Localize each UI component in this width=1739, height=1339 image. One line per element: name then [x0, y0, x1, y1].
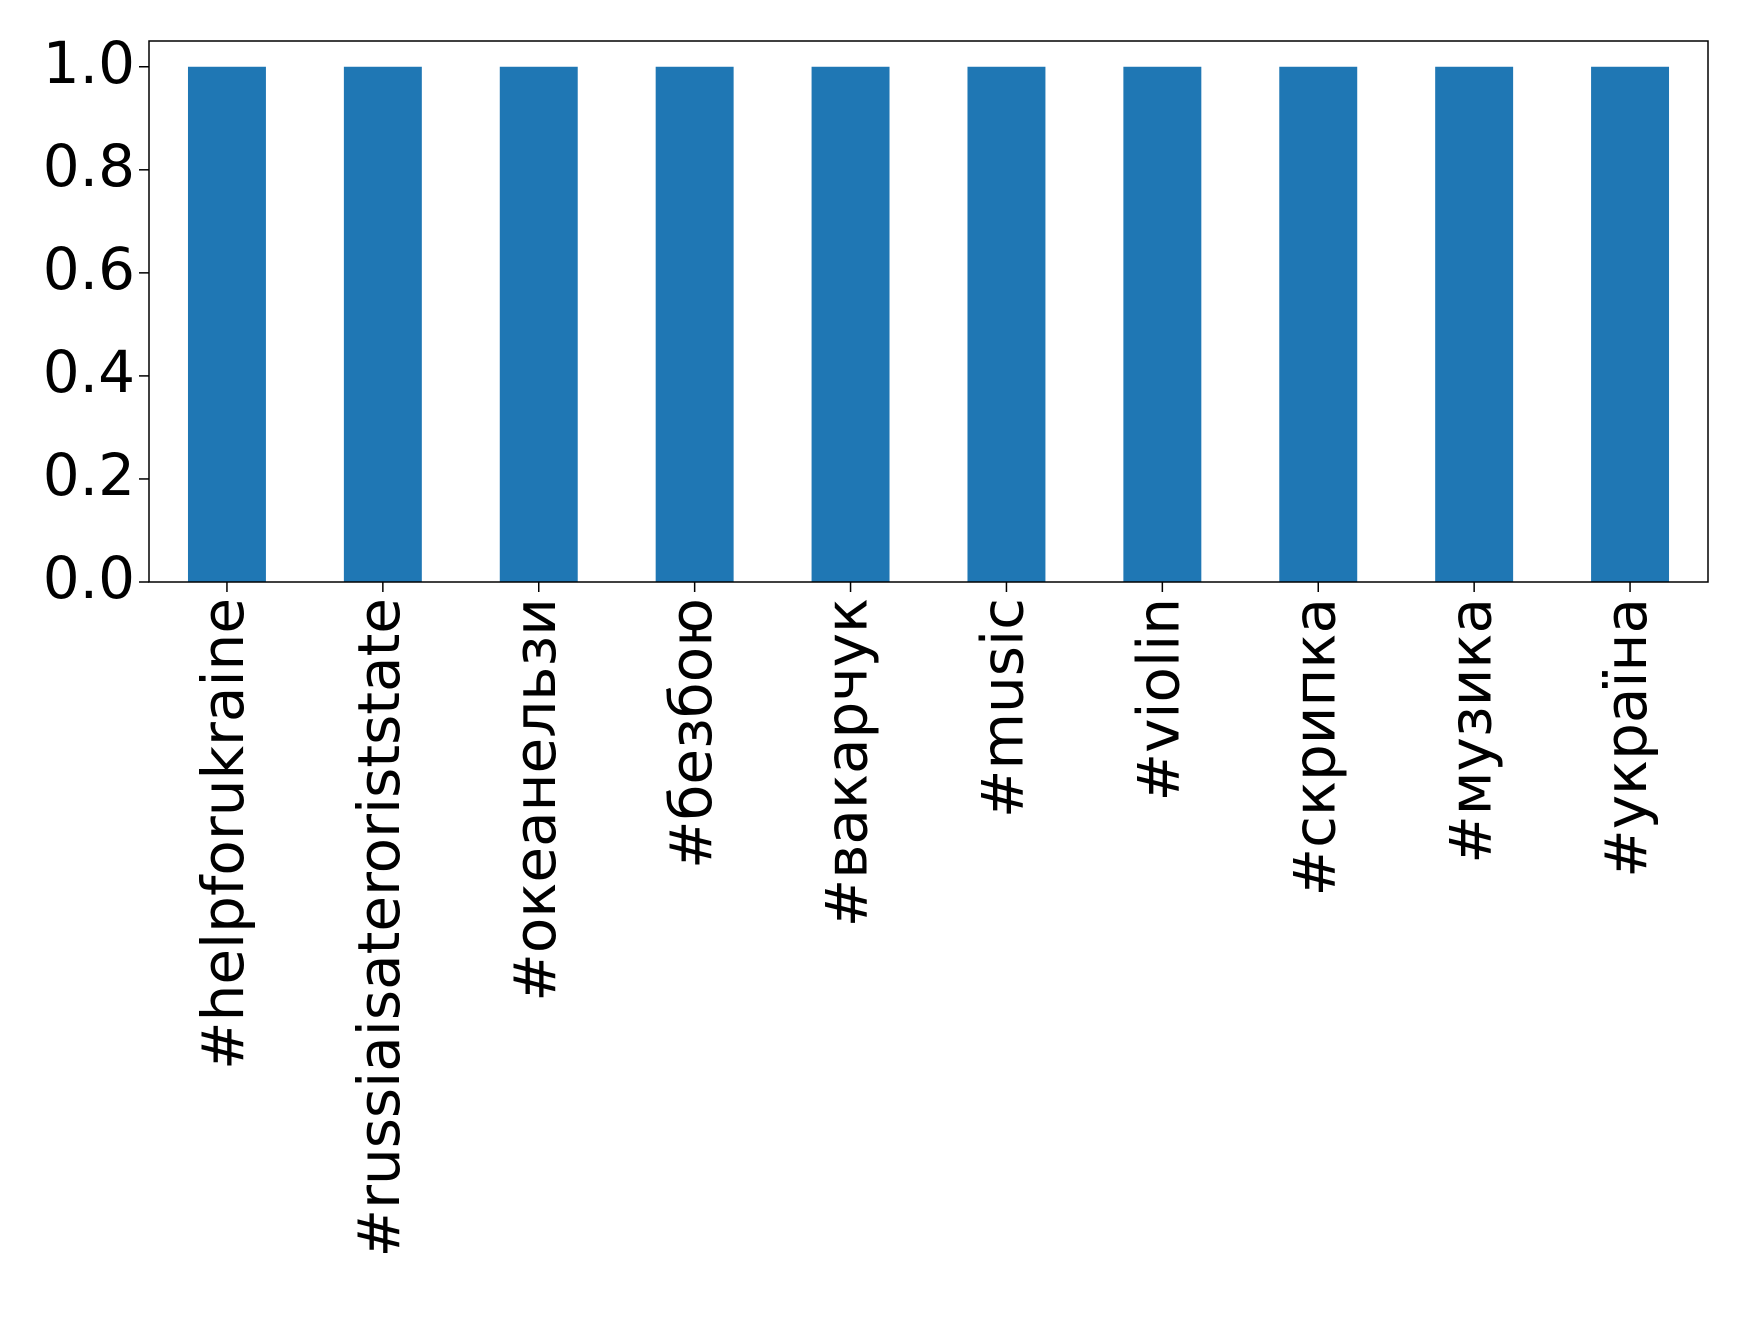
bar [811, 66, 890, 582]
y-tick-label: 0.4 [43, 338, 135, 406]
bar [1123, 66, 1202, 582]
bar [187, 66, 266, 582]
bar [1591, 66, 1670, 582]
x-tick-label: #violin [1124, 598, 1192, 802]
bar [1435, 66, 1514, 582]
y-tick-label: 1.0 [43, 29, 135, 97]
x-tick-label: #скрипка [1280, 598, 1348, 897]
x-tick-label: #вакарчук [813, 598, 881, 927]
bar [499, 66, 578, 582]
bar [1279, 66, 1358, 582]
x-tick-label: #безбою [657, 598, 725, 869]
y-tick-label: 0.0 [43, 544, 135, 612]
bar [655, 66, 734, 582]
plot-frame [148, 40, 1709, 583]
y-tick-label: 0.6 [43, 235, 135, 303]
x-tick-label: #helpforukraine [189, 598, 257, 1070]
bar [343, 66, 422, 582]
x-tick-label: #океанельзи [501, 598, 569, 1002]
x-tick-label: #music [969, 598, 1037, 818]
x-tick-label: #музика [1436, 598, 1504, 864]
x-tick-label: #україна [1592, 598, 1660, 878]
y-tick-label: 0.2 [43, 441, 135, 509]
x-tick-label: #russiaisateroriststate [345, 598, 413, 1258]
bar [967, 66, 1046, 582]
y-tick-label: 0.8 [43, 132, 135, 200]
